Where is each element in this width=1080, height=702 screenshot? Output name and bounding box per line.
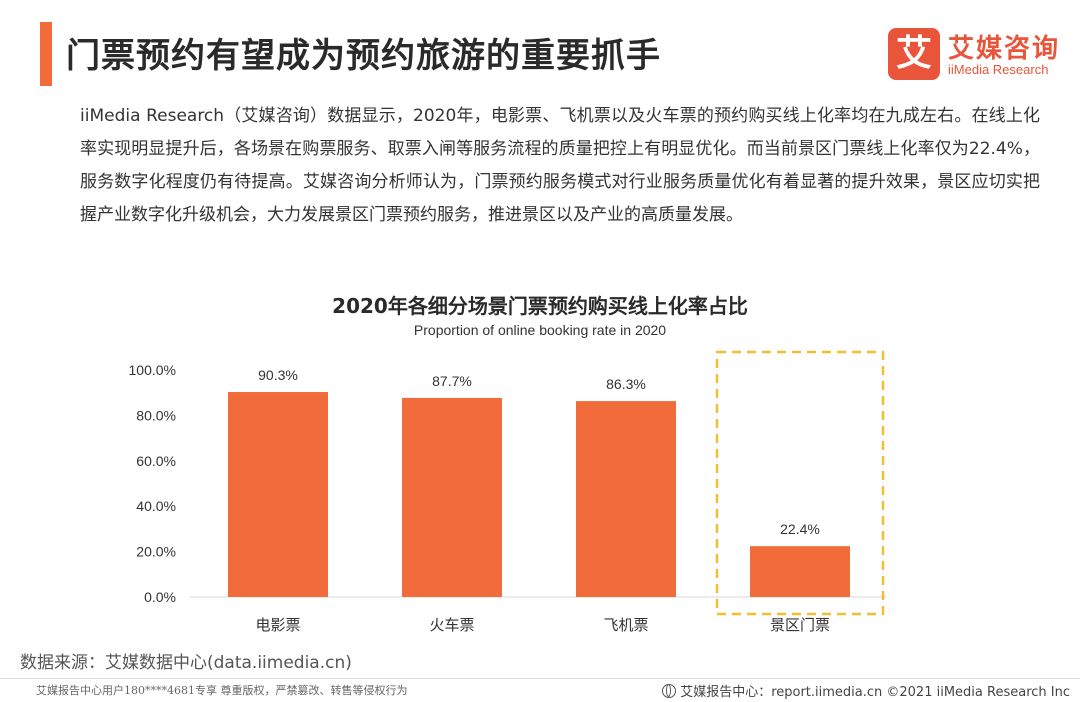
bar-1 [228, 392, 328, 597]
logo-cn-text: 艾媒咨询 [948, 34, 1061, 64]
data-label: 86.3% [606, 376, 646, 392]
bar-3 [576, 401, 676, 597]
x-tick-label: 景区门票 [770, 616, 830, 634]
footer-report-link[interactable]: 艾媒报告中心：report.iimedia.cn ©2021 iiMedia R… [662, 681, 1070, 700]
page-title: 门票预约有望成为预约旅游的重要抓手 [66, 36, 661, 76]
chart-title: 2020年各细分场景门票预约购买线上化率占比 [332, 294, 748, 318]
y-tick-label: 0.0% [144, 589, 176, 605]
highlight-dashed-box [715, 350, 885, 616]
logo-en-text: iiMedia Research [948, 62, 1049, 77]
chart-subtitle: Proportion of online booking rate in 202… [413, 322, 667, 338]
title-accent-bar [40, 22, 52, 86]
y-tick-label: 40.0% [136, 498, 176, 514]
data-label: 87.7% [432, 373, 472, 389]
data-source: 数据来源：艾媒数据中心(data.iimedia.cn) [20, 653, 352, 673]
y-tick-label: 80.0% [136, 407, 176, 423]
y-tick-label: 100.0% [129, 362, 176, 378]
footer-divider [0, 678, 1080, 679]
data-label: 22.4% [780, 521, 820, 537]
bar-2 [402, 397, 502, 597]
y-tick-label: 20.0% [136, 544, 176, 560]
x-tick-label: 飞机票 [603, 616, 648, 634]
body-paragraph: iiMedia Research（艾媒咨询）数据显示，2020年，电影票、飞机票… [80, 106, 1040, 225]
x-tick-label: 电影票 [255, 616, 300, 634]
data-label: 90.3% [258, 367, 298, 383]
bar-chart: 0.0% 20.0% 40.0% 60.0% 80.0% 100.0% 90.3% 电影票 87… [129, 350, 886, 634]
globe-icon [662, 684, 677, 698]
x-tick-label: 火车票 [429, 616, 474, 634]
bar-4 [750, 546, 850, 597]
brand-logo: 艾 艾媒咨询 iiMedia Research [888, 28, 1068, 88]
footer-copyright-notice: 艾媒报告中心用户180****4681专享 尊重版权，严禁篡改、转售等侵权行为 [36, 684, 408, 697]
logo-mark-icon: 艾 [888, 28, 940, 80]
y-tick-label: 60.0% [136, 453, 176, 469]
footer-report-text: 艾媒报告中心：report.iimedia.cn ©2021 iiMedia R… [680, 685, 1070, 700]
